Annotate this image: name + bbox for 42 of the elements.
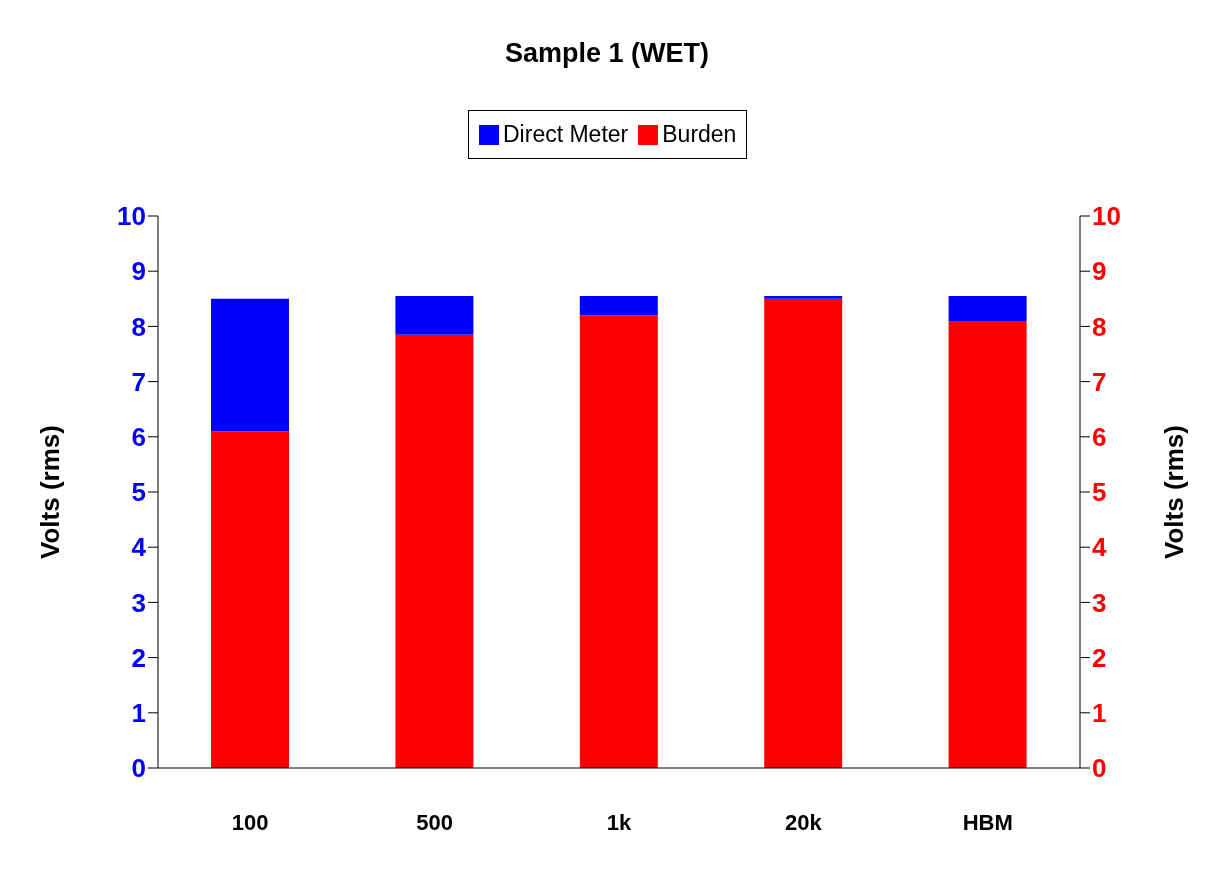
y-tick-label: 5 <box>131 477 146 508</box>
y2-tick-label: 9 <box>1092 256 1107 287</box>
x-tick-label: 100 <box>231 809 269 835</box>
chart-title: Sample 1 (WET) <box>504 38 710 69</box>
bar <box>948 296 1027 321</box>
bar <box>211 298 289 432</box>
y2-tick-label: 6 <box>1092 422 1107 453</box>
bar <box>579 296 658 316</box>
y2-tick-label: 4 <box>1092 532 1107 563</box>
y-tick-label: 6 <box>131 422 146 453</box>
bar <box>764 298 843 768</box>
x-tick-label: 500 <box>416 809 453 835</box>
y2-tick-label: 7 <box>1092 366 1107 397</box>
y2-tick-label: 8 <box>1092 311 1107 342</box>
y-tick-label: 10 <box>117 201 146 232</box>
y2-axis-title: Volts (rms) <box>1159 425 1190 559</box>
y-tick-label: 2 <box>131 642 146 673</box>
bar <box>764 296 843 299</box>
y-tick-label: 7 <box>131 366 146 397</box>
y-tick-label: 3 <box>131 587 146 618</box>
y2-tick-label: 5 <box>1092 477 1107 508</box>
y-axis-title: Volts (rms) <box>35 425 66 559</box>
y2-tick-label: 2 <box>1092 642 1107 673</box>
legend-label: Direct Meter <box>503 121 629 148</box>
bar <box>395 296 474 335</box>
y-tick-label: 1 <box>131 698 146 729</box>
y2-tick-label: 3 <box>1092 587 1107 618</box>
x-tick-label: HBM <box>962 809 1013 835</box>
bar <box>211 431 289 768</box>
y2-tick-label: 10 <box>1092 201 1121 232</box>
legend-label: Burden <box>662 121 737 148</box>
y-tick-label: 0 <box>131 753 146 784</box>
y-tick-label: 4 <box>131 532 147 563</box>
y-tick-label: 9 <box>131 256 146 287</box>
y-tick-label: 8 <box>131 311 146 342</box>
bar <box>579 315 658 768</box>
bar <box>395 334 474 768</box>
y2-tick-label: 0 <box>1092 753 1107 784</box>
x-tick-label: 1k <box>606 809 632 835</box>
x-tick-label: 20k <box>785 809 823 835</box>
bar <box>948 320 1027 768</box>
y2-tick-label: 1 <box>1092 698 1107 729</box>
